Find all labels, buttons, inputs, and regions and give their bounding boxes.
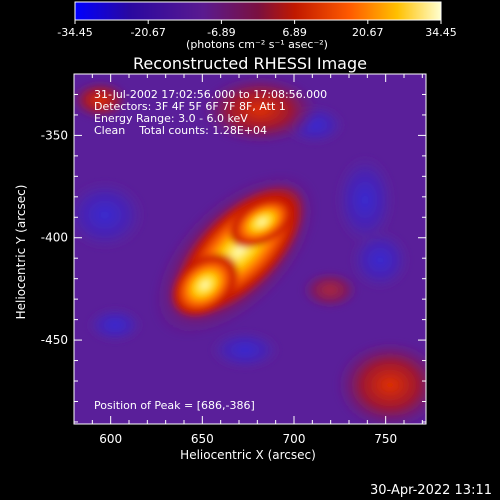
info-line-clean: Clean Total counts: 1.28E+04	[94, 124, 267, 137]
colorbar-tick-label: -20.67	[130, 26, 165, 39]
colorbar-ticks	[74, 20, 442, 24]
x-tick-label: 600	[99, 432, 122, 446]
rhessi-image	[74, 74, 426, 424]
colorbar-tick-label: -6.89	[207, 26, 235, 39]
plot-title: Reconstructed RHESSI Image	[133, 54, 367, 73]
x-tick-label: 650	[191, 432, 214, 446]
x-tick-label: 750	[374, 432, 397, 446]
info-line-energy: Energy Range: 3.0 - 6.0 keV	[94, 112, 248, 125]
colorbar-tick-label: 6.89	[282, 26, 307, 39]
info-line-detectors: Detectors: 3F 4F 5F 6F 7F 8F, Att 1	[94, 100, 286, 113]
x-axis-label: Heliocentric X (arcsec)	[180, 448, 316, 462]
x-tick-label: 700	[283, 432, 306, 446]
x-axis-ticks: 600 650 700 750	[91, 74, 423, 446]
y-tick-label: -450	[41, 333, 68, 347]
colorbar	[74, 1, 442, 21]
y-tick-label: -400	[41, 231, 68, 245]
colorbar-tick-label: -34.45	[57, 26, 92, 39]
y-axis-ticks: -350 -400 -450	[41, 93, 426, 423]
y-axis-label: Heliocentric Y (arcsec)	[14, 185, 28, 320]
y-tick-label: -350	[41, 128, 68, 142]
colorbar-tick-label: 20.67	[352, 26, 384, 39]
colorbar-unit-label: (photons cm⁻² s⁻¹ asec⁻²)	[186, 38, 328, 51]
peak-position-label: Position of Peak = [686,-386]	[94, 399, 255, 412]
plot-frame	[73, 73, 427, 425]
info-line-time: 31-Jul-2002 17:02:56.000 to 17:08:56.000	[94, 88, 327, 101]
colorbar-tick-label: 34.45	[425, 26, 457, 39]
footer-timestamp: 30-Apr-2022 13:11	[370, 483, 492, 498]
colorbar-tick-labels: -34.45 -20.67 -6.89 6.89 20.67 34.45	[57, 26, 456, 39]
